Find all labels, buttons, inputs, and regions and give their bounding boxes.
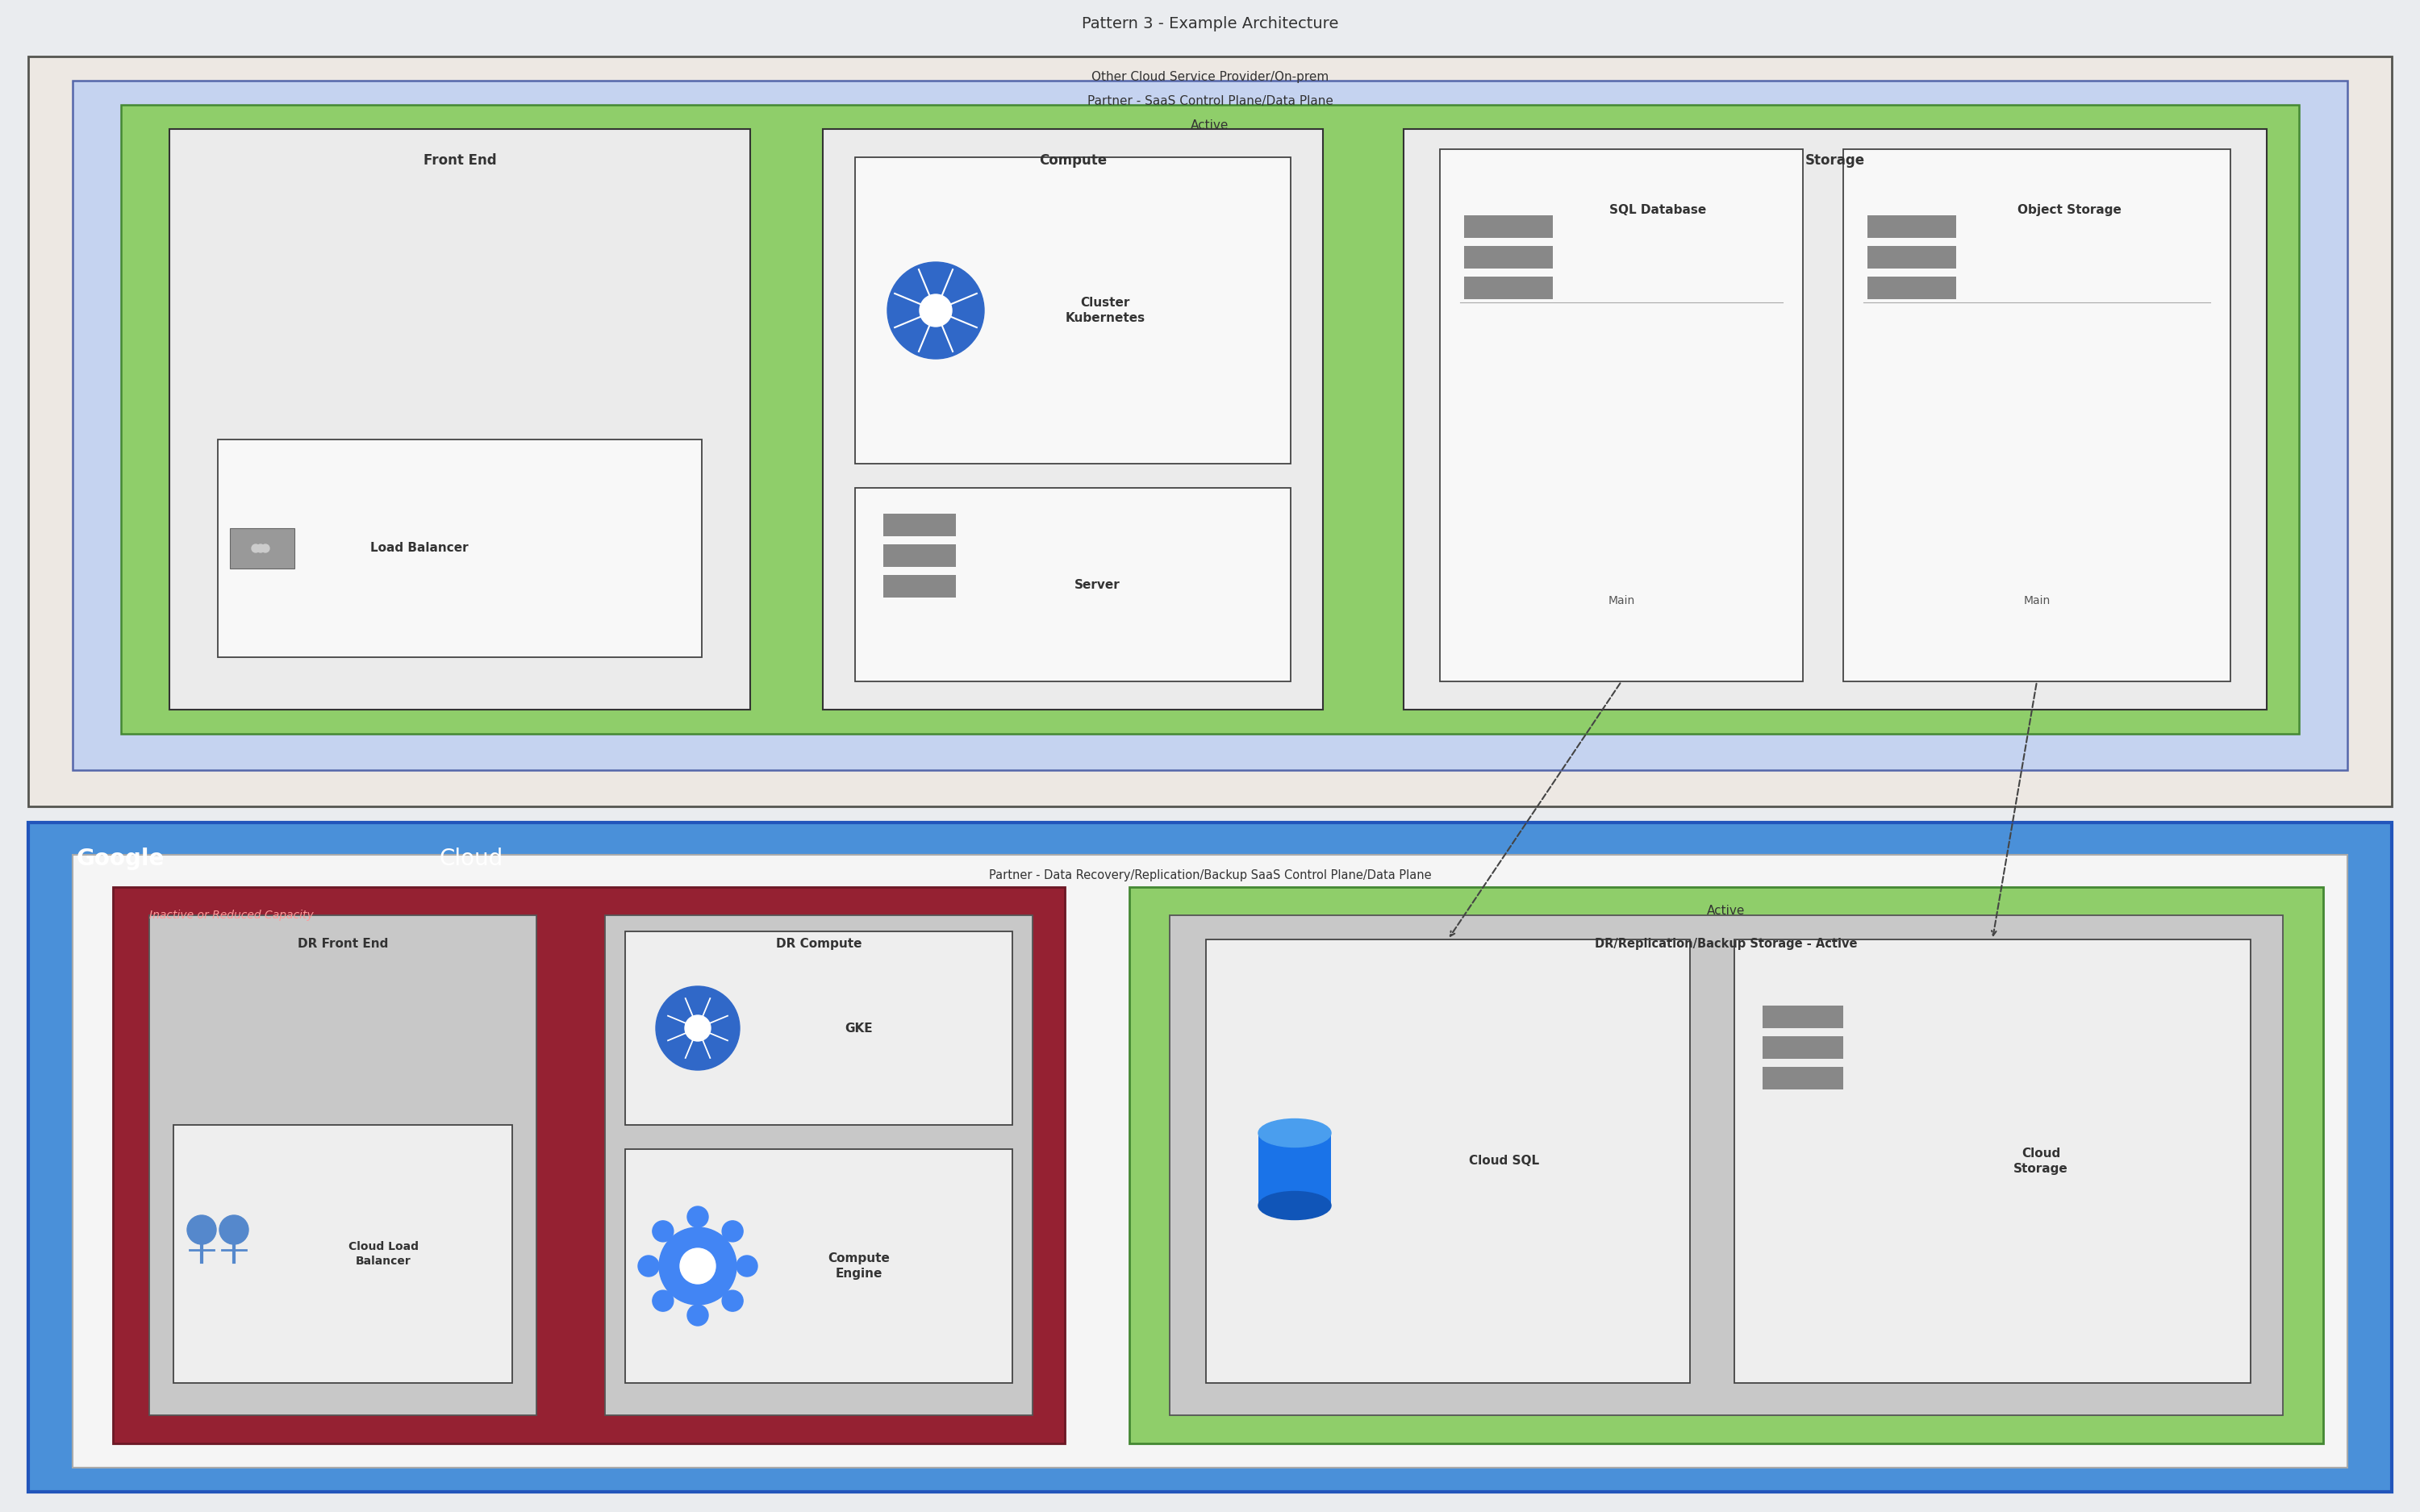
FancyBboxPatch shape bbox=[29, 56, 2391, 806]
Text: Cloud: Cloud bbox=[440, 848, 503, 869]
FancyBboxPatch shape bbox=[1844, 150, 2231, 682]
Circle shape bbox=[721, 1220, 743, 1241]
FancyBboxPatch shape bbox=[1258, 1132, 1331, 1205]
Circle shape bbox=[658, 1228, 736, 1305]
FancyBboxPatch shape bbox=[114, 888, 1065, 1444]
FancyBboxPatch shape bbox=[1404, 129, 2268, 709]
Circle shape bbox=[721, 1290, 743, 1311]
FancyBboxPatch shape bbox=[218, 440, 702, 658]
Text: Other Cloud Service Provider/On-prem: Other Cloud Service Provider/On-prem bbox=[1091, 71, 1329, 83]
Circle shape bbox=[680, 1249, 716, 1284]
Circle shape bbox=[639, 1255, 658, 1276]
FancyBboxPatch shape bbox=[1205, 939, 1689, 1383]
FancyBboxPatch shape bbox=[174, 1125, 513, 1383]
FancyBboxPatch shape bbox=[1762, 1005, 1844, 1028]
Circle shape bbox=[687, 1305, 709, 1326]
Circle shape bbox=[685, 1015, 711, 1042]
FancyBboxPatch shape bbox=[823, 129, 1324, 709]
FancyBboxPatch shape bbox=[1868, 246, 1955, 269]
FancyBboxPatch shape bbox=[1868, 215, 1955, 237]
FancyBboxPatch shape bbox=[169, 129, 750, 709]
FancyBboxPatch shape bbox=[624, 1149, 1012, 1383]
FancyBboxPatch shape bbox=[1762, 1036, 1844, 1058]
FancyBboxPatch shape bbox=[1868, 277, 1955, 299]
Text: Cloud
Storage: Cloud Storage bbox=[2013, 1148, 2069, 1175]
FancyBboxPatch shape bbox=[1464, 277, 1554, 299]
FancyBboxPatch shape bbox=[1735, 939, 2251, 1383]
FancyBboxPatch shape bbox=[1762, 1067, 1844, 1090]
FancyBboxPatch shape bbox=[605, 915, 1033, 1415]
FancyBboxPatch shape bbox=[121, 104, 2299, 733]
Circle shape bbox=[653, 1290, 673, 1311]
FancyBboxPatch shape bbox=[883, 514, 956, 537]
FancyBboxPatch shape bbox=[73, 854, 2347, 1468]
Text: Partner - Data Recovery/Replication/Backup SaaS Control Plane/Data Plane: Partner - Data Recovery/Replication/Back… bbox=[990, 869, 1430, 881]
Text: Cloud SQL: Cloud SQL bbox=[1469, 1155, 1539, 1167]
Text: DR/Replication/Backup Storage - Active: DR/Replication/Backup Storage - Active bbox=[1595, 937, 1859, 950]
Ellipse shape bbox=[1258, 1191, 1331, 1220]
Text: Active: Active bbox=[1191, 119, 1229, 132]
Text: Partner - SaaS Control Plane/Data Plane: Partner - SaaS Control Plane/Data Plane bbox=[1087, 95, 1333, 107]
FancyBboxPatch shape bbox=[29, 823, 2391, 1492]
FancyBboxPatch shape bbox=[1464, 246, 1554, 269]
Text: Pattern 3 - Example Architecture: Pattern 3 - Example Architecture bbox=[1082, 17, 1338, 32]
Text: Google: Google bbox=[77, 848, 165, 869]
FancyBboxPatch shape bbox=[1464, 215, 1554, 237]
FancyBboxPatch shape bbox=[1169, 915, 2282, 1415]
Text: Compute: Compute bbox=[1038, 153, 1106, 168]
FancyBboxPatch shape bbox=[883, 544, 956, 567]
Text: Cluster
Kubernetes: Cluster Kubernetes bbox=[1065, 296, 1145, 325]
Text: GKE: GKE bbox=[845, 1022, 874, 1034]
Text: Main: Main bbox=[1607, 596, 1636, 606]
Circle shape bbox=[656, 986, 741, 1070]
Circle shape bbox=[687, 1207, 709, 1228]
FancyBboxPatch shape bbox=[230, 528, 295, 569]
FancyBboxPatch shape bbox=[73, 80, 2347, 770]
FancyBboxPatch shape bbox=[854, 157, 1290, 464]
FancyBboxPatch shape bbox=[1440, 150, 1803, 682]
Circle shape bbox=[257, 544, 264, 552]
Text: DR Compute: DR Compute bbox=[777, 937, 862, 950]
Text: DR Front End: DR Front End bbox=[298, 937, 387, 950]
FancyBboxPatch shape bbox=[1130, 888, 2323, 1444]
Circle shape bbox=[261, 544, 269, 552]
Text: Storage: Storage bbox=[1805, 153, 1866, 168]
Text: Object Storage: Object Storage bbox=[2018, 204, 2120, 216]
Circle shape bbox=[653, 1220, 673, 1241]
Text: Load Balancer: Load Balancer bbox=[370, 543, 469, 555]
Text: Front End: Front End bbox=[424, 153, 496, 168]
Circle shape bbox=[252, 544, 259, 552]
Circle shape bbox=[888, 262, 985, 358]
Text: SQL Database: SQL Database bbox=[1609, 204, 1706, 216]
Circle shape bbox=[736, 1255, 757, 1276]
Text: Server: Server bbox=[1074, 579, 1120, 591]
FancyBboxPatch shape bbox=[624, 931, 1012, 1125]
Circle shape bbox=[186, 1216, 215, 1244]
Text: Active: Active bbox=[1706, 904, 1745, 916]
Text: Inactive or Reduced Capacity: Inactive or Reduced Capacity bbox=[150, 910, 315, 921]
FancyBboxPatch shape bbox=[150, 915, 537, 1415]
Circle shape bbox=[920, 295, 951, 327]
Ellipse shape bbox=[1258, 1119, 1331, 1148]
FancyBboxPatch shape bbox=[854, 488, 1290, 682]
FancyBboxPatch shape bbox=[883, 575, 956, 597]
Text: Cloud Load
Balancer: Cloud Load Balancer bbox=[348, 1241, 419, 1267]
Text: Compute
Engine: Compute Engine bbox=[828, 1252, 891, 1281]
Text: Main: Main bbox=[2023, 596, 2050, 606]
Circle shape bbox=[220, 1216, 249, 1244]
